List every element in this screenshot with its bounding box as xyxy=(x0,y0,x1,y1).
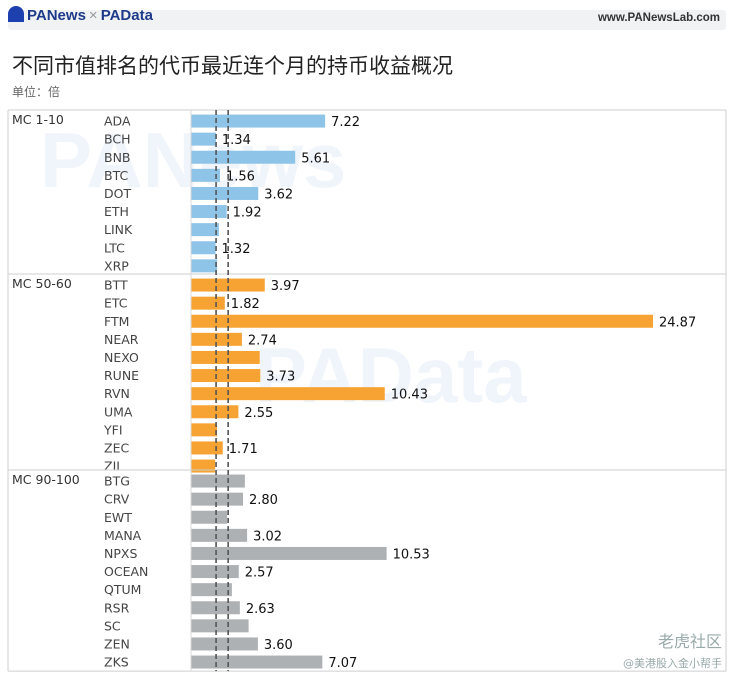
bar xyxy=(191,583,232,597)
category-tick-label: NPXS xyxy=(104,546,137,561)
category-tick-label: ZKS xyxy=(104,655,129,670)
bar xyxy=(191,546,387,560)
brand-separator: × xyxy=(88,7,98,24)
data-label: 2.80 xyxy=(249,493,278,508)
brand-right: PAData xyxy=(100,7,153,24)
category-tick-label: YFI xyxy=(103,422,123,437)
category-tick-label: MANA xyxy=(104,528,142,543)
bar xyxy=(191,223,219,237)
bar xyxy=(191,619,249,633)
category-tick-label: OCEAN xyxy=(104,564,148,579)
data-label: 1.92 xyxy=(233,206,262,221)
bar xyxy=(191,314,653,328)
bar xyxy=(191,423,218,437)
group-label: MC 90-100 xyxy=(12,472,80,487)
data-label: 5.61 xyxy=(301,151,330,166)
category-tick-label: FTM xyxy=(104,314,129,329)
footer-community: 老虎社区 xyxy=(657,632,722,651)
bar xyxy=(191,528,248,542)
category-tick-label: EWT xyxy=(104,510,132,525)
category-tick-label: LTC xyxy=(104,240,125,255)
bar xyxy=(191,205,227,219)
category-tick-label: BTG xyxy=(104,474,130,489)
bar xyxy=(191,510,228,524)
category-tick-label: CRV xyxy=(104,492,130,507)
bar xyxy=(191,241,216,255)
category-tick-label: LINK xyxy=(104,222,133,237)
data-label: 3.73 xyxy=(266,370,295,385)
category-tick-label: RVN xyxy=(104,386,130,401)
data-label: 7.22 xyxy=(331,115,360,130)
unit-label: 单位：倍 xyxy=(12,85,61,99)
category-tick-label: RSR xyxy=(104,600,130,615)
category-tick-label: ETC xyxy=(104,296,128,311)
bar xyxy=(191,150,296,164)
bar xyxy=(191,441,223,455)
bar xyxy=(191,114,326,128)
data-label: 2.63 xyxy=(246,602,275,617)
panews-logo-icon xyxy=(8,6,24,22)
category-tick-label: NEAR xyxy=(104,332,139,347)
bar xyxy=(191,132,216,146)
category-tick-label: XRP xyxy=(104,258,129,273)
category-tick-label: RUNE xyxy=(104,368,139,383)
site-url: www.PANewsLab.com xyxy=(597,12,720,24)
data-label: 10.53 xyxy=(393,547,430,562)
category-tick-label: ETH xyxy=(104,204,129,219)
category-tick-label: ZEN xyxy=(104,636,130,651)
category-tick-label: BTC xyxy=(104,168,128,183)
data-label: 1.34 xyxy=(222,133,251,148)
top-bar: PANews × PAData www.PANewsLab.com xyxy=(0,0,734,40)
data-label: 2.57 xyxy=(245,566,274,581)
bar xyxy=(191,332,242,346)
bar xyxy=(191,565,239,579)
category-tick-label: BNB xyxy=(104,150,131,165)
category-tick-label: DOT xyxy=(104,186,131,201)
data-label: 3.02 xyxy=(253,529,282,544)
category-tick-label: SC xyxy=(104,618,121,633)
category-tick-label: BTT xyxy=(104,278,128,293)
category-tick-label: QTUM xyxy=(104,582,141,597)
bar xyxy=(191,259,218,273)
category-tick-label: ZEC xyxy=(104,440,129,455)
category-tick-label: ADA xyxy=(104,114,131,129)
data-label: 7.07 xyxy=(328,656,357,671)
data-label: 24.87 xyxy=(659,315,696,330)
data-label: 10.43 xyxy=(391,388,428,403)
bar xyxy=(191,387,385,401)
data-label: 1.32 xyxy=(222,242,251,257)
data-label: 3.62 xyxy=(264,187,293,202)
data-label: 1.71 xyxy=(229,442,258,457)
chart-title: 不同市值排名的代币最近连个月的持币收益概况 xyxy=(12,54,453,78)
brand-left: PANews xyxy=(27,7,86,24)
bar xyxy=(191,474,245,488)
data-label: 2.55 xyxy=(244,406,273,421)
category-tick-label: ZIL xyxy=(104,459,123,474)
top-bar-strip xyxy=(8,10,726,30)
bar xyxy=(191,637,258,651)
category-tick-label: NEXO xyxy=(104,350,139,365)
data-label: 1.82 xyxy=(231,297,260,312)
bar xyxy=(191,350,260,364)
category-tick-label: UMA xyxy=(104,404,133,419)
brand-logos: PANews × PAData xyxy=(8,6,153,24)
footer-handle: @美港股入金小帮手 xyxy=(623,657,722,670)
bar xyxy=(191,655,323,669)
bar xyxy=(191,168,220,182)
bar xyxy=(191,369,261,383)
data-label: 2.74 xyxy=(248,333,277,348)
data-label: 1.56 xyxy=(226,169,255,184)
bar xyxy=(191,405,239,419)
bar xyxy=(191,459,216,473)
bar xyxy=(191,492,244,506)
group-label: MC 1-10 xyxy=(12,112,64,127)
bar xyxy=(191,296,225,310)
group-label: MC 50-60 xyxy=(12,276,72,291)
category-tick-label: BCH xyxy=(104,132,130,147)
bar xyxy=(191,278,265,292)
data-label: 3.60 xyxy=(264,638,293,653)
data-label: 3.97 xyxy=(271,279,300,294)
bar xyxy=(191,186,259,200)
